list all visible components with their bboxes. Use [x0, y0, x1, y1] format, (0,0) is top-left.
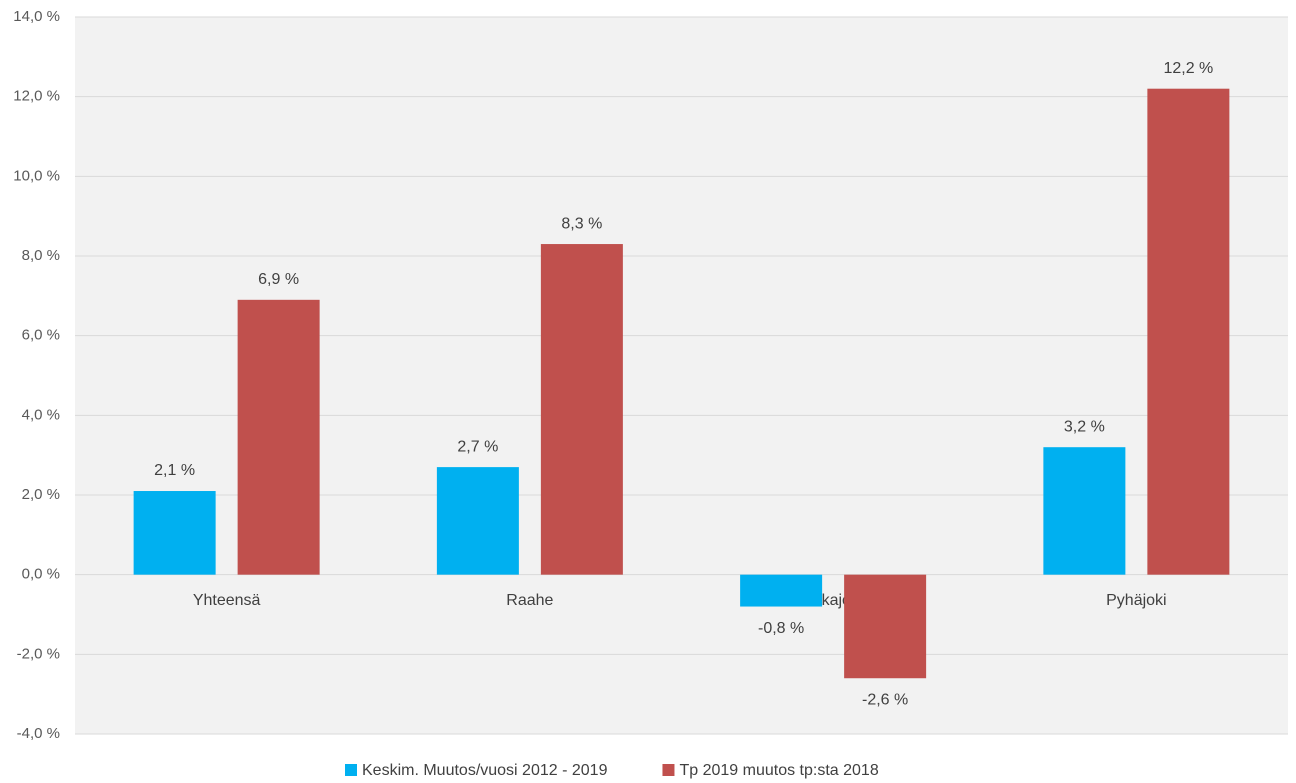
value-label: 6,9 % [258, 271, 299, 288]
value-label: 2,7 % [457, 438, 498, 455]
bar [133, 491, 216, 575]
value-label: 8,3 % [561, 215, 602, 232]
bar [740, 574, 823, 607]
y-tick-label: 12,0 % [13, 88, 60, 105]
bar [540, 244, 623, 575]
legend-swatch [345, 764, 357, 776]
y-tick-label: -2,0 % [17, 645, 60, 662]
y-tick-label: 10,0 % [13, 167, 60, 184]
bar [844, 574, 927, 679]
legend-label: Keskim. Muutos/vuosi 2012 - 2019 [362, 762, 608, 779]
bar [237, 299, 320, 575]
y-tick-label: -4,0 % [17, 725, 60, 742]
bar [1043, 447, 1126, 575]
x-tick-label: Pyhäjoki [1106, 592, 1166, 609]
y-tick-label: 2,0 % [22, 486, 60, 503]
y-tick-label: 0,0 % [22, 566, 60, 583]
y-tick-label: 14,0 % [13, 8, 60, 25]
y-tick-label: 8,0 % [22, 247, 60, 264]
x-tick-label: Yhteensä [193, 592, 261, 609]
bar [436, 467, 519, 575]
y-tick-label: 6,0 % [22, 327, 60, 344]
legend-label: Tp 2019 muutos tp:sta 2018 [679, 762, 878, 779]
value-label: 2,1 % [154, 462, 195, 479]
x-tick-label: Raahe [506, 592, 553, 609]
y-tick-label: 4,0 % [22, 406, 60, 423]
legend-swatch [662, 764, 675, 776]
bar [1147, 88, 1230, 575]
value-label: -2,6 % [862, 691, 908, 708]
value-label: -0,8 % [758, 620, 804, 637]
value-label: 3,2 % [1064, 418, 1105, 435]
value-label: 12,2 % [1163, 60, 1213, 77]
